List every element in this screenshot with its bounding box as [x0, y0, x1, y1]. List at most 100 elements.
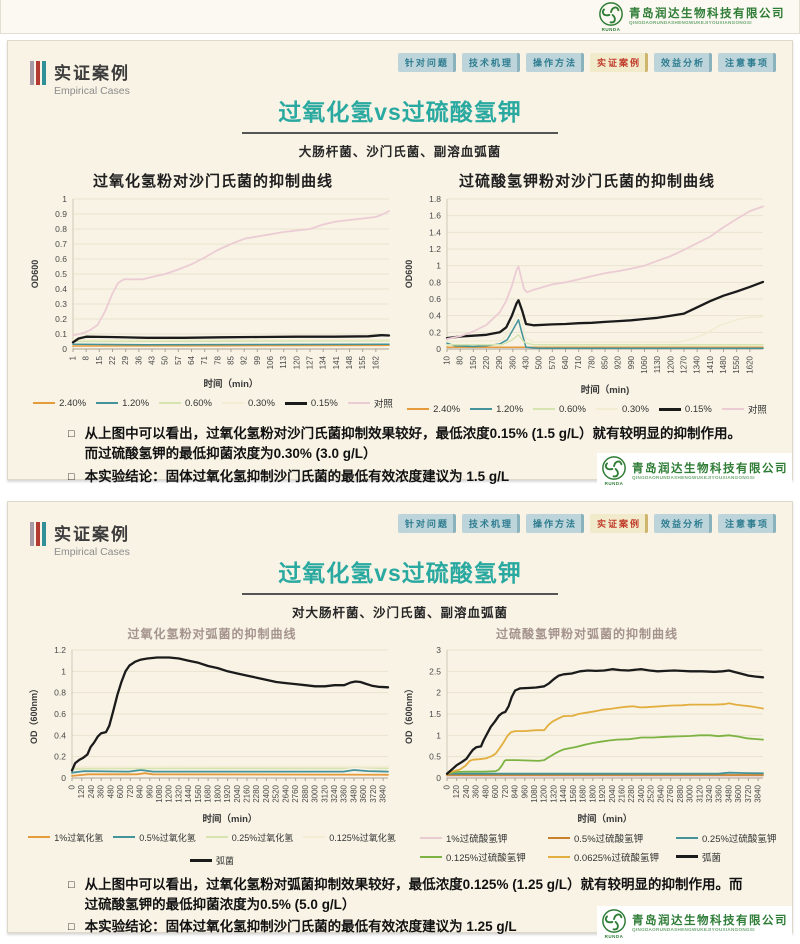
- company-logo-icon: RUNDA: [601, 908, 627, 940]
- nav-tabs: 针对问题 技术机理 操作方法 实证案例 效益分析 注意事项: [397, 53, 776, 72]
- svg-text:2640: 2640: [656, 784, 665, 802]
- bullet-square-icon: □: [68, 878, 75, 891]
- svg-text:3600: 3600: [359, 784, 368, 802]
- legend-item: 1%过硫酸氢钾: [420, 831, 538, 845]
- section-title-cn: 实证案例: [54, 64, 130, 83]
- svg-text:1560: 1560: [569, 784, 578, 802]
- legend-item: 0.30%: [221, 396, 275, 410]
- tab-method[interactable]: 操作方法: [525, 53, 584, 72]
- chart-title: 过氧化氢粉对弧菌的抑制曲线: [127, 626, 297, 641]
- runda-swirl-icon: [599, 1, 623, 26]
- svg-text:1680: 1680: [204, 784, 213, 802]
- tab-notes[interactable]: 注意事项: [717, 53, 776, 72]
- svg-text:850: 850: [601, 355, 610, 369]
- logo-runda-text: RUNDA: [604, 481, 624, 486]
- svg-text:127: 127: [306, 355, 315, 369]
- bullet-text: 从上图中可以看出，过氧化氢粉对沙门氏菌抑制效果较好，最低浓度0.15% (1.5…: [84, 426, 741, 462]
- svg-text:0.6: 0.6: [55, 254, 67, 264]
- svg-text:1.5: 1.5: [429, 709, 441, 719]
- chart-legend: 2.40% 1.20% 0.60% 0.30% 0.15% 对照: [407, 402, 767, 416]
- legend-label: 2.40%: [59, 397, 87, 409]
- svg-text:2280: 2280: [252, 784, 261, 802]
- svg-text:43: 43: [148, 355, 157, 364]
- svg-text:0: 0: [436, 344, 441, 354]
- svg-text:1.2: 1.2: [54, 645, 66, 655]
- legend-label: 1.20%: [122, 397, 150, 409]
- runda-swirl-icon: [602, 456, 626, 480]
- legend-item: 0.125%过硫酸氢钾: [420, 850, 538, 864]
- svg-text:113: 113: [279, 355, 288, 368]
- svg-text:1: 1: [62, 194, 67, 204]
- svg-text:2: 2: [436, 687, 441, 697]
- legend-label: 0.5%过氧化氢: [139, 832, 196, 843]
- svg-text:840: 840: [136, 784, 145, 798]
- svg-text:2520: 2520: [647, 784, 656, 802]
- svg-text:2760: 2760: [666, 784, 675, 802]
- svg-text:78: 78: [213, 355, 222, 364]
- tab-mechanism[interactable]: 技术机理: [461, 513, 520, 533]
- legend-line-swatch: [533, 408, 556, 410]
- svg-text:960: 960: [145, 784, 154, 798]
- company-name-cn: 青岛润达生物科技有限公司: [629, 6, 785, 21]
- svg-text:720: 720: [126, 784, 135, 798]
- svg-text:85: 85: [227, 355, 236, 364]
- svg-text:1130: 1130: [653, 355, 662, 373]
- svg-text:3240: 3240: [330, 784, 339, 802]
- svg-text:时间（min）: 时间（min）: [203, 813, 258, 825]
- svg-text:10: 10: [443, 355, 452, 364]
- svg-text:2880: 2880: [301, 784, 310, 802]
- svg-text:1410: 1410: [706, 355, 715, 373]
- tab-problem[interactable]: 针对问题: [397, 53, 456, 72]
- svg-text:1320: 1320: [549, 784, 558, 802]
- tab-method[interactable]: 操作方法: [525, 513, 584, 533]
- svg-text:0.9: 0.9: [55, 209, 67, 219]
- svg-text:148: 148: [345, 355, 354, 369]
- svg-text:1800: 1800: [588, 784, 597, 802]
- svg-text:0.8: 0.8: [55, 224, 67, 234]
- svg-text:500: 500: [535, 355, 544, 369]
- svg-text:时间（min): 时间（min): [581, 384, 630, 396]
- tab-problem[interactable]: 针对问题: [397, 513, 456, 533]
- svg-text:1080: 1080: [530, 784, 539, 802]
- svg-text:2160: 2160: [243, 784, 252, 802]
- section-bar: [36, 521, 40, 546]
- svg-text:3720: 3720: [744, 784, 753, 802]
- svg-text:1920: 1920: [598, 784, 607, 802]
- chart-title: 过氧化氢粉对沙门氏菌的抑制曲线: [92, 173, 333, 190]
- legend-label: 0.25%过硫酸氢钾: [702, 833, 777, 845]
- svg-text:1: 1: [61, 666, 66, 676]
- legend-line-swatch: [33, 402, 56, 404]
- svg-text:15: 15: [95, 355, 104, 364]
- bullet-item: □ 本实验结论：固体过氧化氢抑制沙门氏菌的最低有效浓度建议为 1.5 g/L: [68, 467, 746, 487]
- svg-text:0.6: 0.6: [429, 294, 441, 304]
- legend-line-swatch: [205, 836, 228, 838]
- company-name-en: QINGDAORUNDASHENGWUKEJIYOUXIANGONGSI: [629, 20, 752, 26]
- legend-label: 1%过氧化氢: [54, 832, 104, 843]
- legend-label: 0.125%过氧化氢: [329, 832, 396, 843]
- legend-label: 1%过硫酸氢钾: [446, 833, 508, 845]
- chart-plot: 0 0.2 0.4 0.6 0.8 1 1.2 1.4 1.6 1.8 10 80 150 220 290 3…: [401, 191, 773, 402]
- svg-text:1270: 1270: [680, 355, 689, 373]
- tab-benefit[interactable]: 效益分析: [653, 53, 712, 72]
- section-title: 实证案例 Empirical Cases: [24, 520, 130, 558]
- tab-cases[interactable]: 实证案例: [589, 513, 648, 533]
- tab-benefit[interactable]: 效益分析: [653, 513, 712, 533]
- svg-text:3840: 3840: [379, 784, 388, 802]
- svg-text:1: 1: [436, 261, 441, 271]
- svg-text:600: 600: [116, 784, 125, 798]
- legend-line-swatch: [407, 408, 430, 410]
- svg-text:2640: 2640: [281, 784, 290, 802]
- bullet-item: □ 从上图中可以看出，过氧化氢粉对沙门氏菌抑制效果较好，最低浓度0.15% (1.…: [68, 424, 746, 465]
- legend-line-swatch: [347, 402, 370, 404]
- tab-notes[interactable]: 注意事项: [717, 513, 776, 533]
- logo-runda-text: RUNDA: [604, 933, 624, 939]
- section-bar: [36, 61, 40, 85]
- tab-mechanism[interactable]: 技术机理: [461, 53, 520, 72]
- legend-item: 0.60%: [159, 396, 212, 410]
- svg-text:OD（600nm）: OD（600nm）: [29, 683, 39, 743]
- svg-text:64: 64: [187, 355, 196, 364]
- tab-cases[interactable]: 实证案例: [589, 53, 648, 72]
- bullet-square-icon: □: [68, 470, 75, 483]
- svg-text:2400: 2400: [637, 784, 646, 802]
- svg-text:0: 0: [443, 784, 452, 789]
